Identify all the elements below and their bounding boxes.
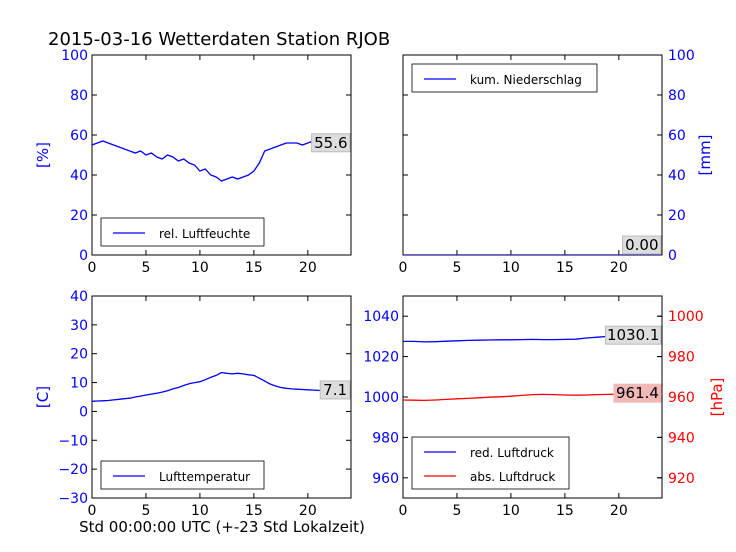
temperature-legend (100, 460, 265, 490)
pressure-xtick-label: 10 (502, 503, 520, 519)
precipitation-xtick-label: 5 (452, 260, 461, 276)
pressure-ytick-label-right: 920 (668, 471, 695, 487)
precipitation-legend-label: kum. Niederschlag (470, 73, 582, 87)
pressure-legend (411, 436, 570, 490)
pressure-ylabel-right: [hPa] (708, 378, 726, 417)
pressure-last-value-label: 1030.1 (607, 326, 660, 344)
pressure-last-value-box (613, 383, 662, 403)
figure-xlabel: Std 00:00:00 UTC (+-23 Std Lokalzeit) (79, 518, 365, 536)
humidity-xtick-label: 0 (88, 260, 97, 276)
temperature-ytick-label: 30 (70, 318, 88, 334)
temperature-plot-frame (91, 295, 352, 499)
pressure-ytick-label: 1040 (363, 309, 399, 325)
pressure-ytick-label-right: 980 (668, 350, 695, 366)
humidity-ytick-label: 20 (70, 208, 88, 224)
temperature-last-value-box (319, 380, 351, 400)
pressure-ytick-label: 960 (372, 471, 399, 487)
pressure-ytick-label-right: 960 (668, 390, 695, 406)
humidity-last-value-label: 55.6 (314, 134, 347, 152)
humidity-xtick-label: 15 (245, 260, 263, 276)
precipitation-ytick-label-right: 60 (668, 128, 686, 144)
precipitation-ylabel: [mm] (696, 135, 714, 176)
pressure-legend-label: abs. Luftdruck (470, 470, 555, 484)
humidity-series-line-0 (92, 140, 346, 182)
humidity-ytick-label: 60 (70, 128, 88, 144)
pressure-ytick-label: 1000 (363, 390, 399, 406)
humidity-ytick-label: 80 (70, 88, 88, 104)
humidity-ytick-label: 0 (79, 248, 88, 264)
pressure-xtick-label: 0 (399, 503, 408, 519)
temperature-xtick-label: 5 (141, 503, 150, 519)
temperature-series-line-0 (92, 371, 346, 402)
precipitation-ytick-label-right: 100 (668, 48, 695, 64)
pressure-xtick-label: 20 (610, 503, 628, 519)
pressure-ytick-label: 980 (372, 430, 399, 446)
pressure-ytick-label: 1020 (363, 350, 399, 366)
precipitation-last-value-box (622, 235, 662, 255)
pressure-last-value-box (604, 325, 662, 345)
pressure-xtick-label: 15 (556, 503, 574, 519)
humidity-xtick-label: 20 (299, 260, 317, 276)
humidity-plot-frame (91, 54, 352, 256)
precipitation-xtick-label: 10 (502, 260, 520, 276)
temperature-xtick-label: 15 (245, 503, 263, 519)
temperature-legend-label: Lufttemperatur (159, 470, 250, 484)
pressure-ytick-label-right: 940 (668, 430, 695, 446)
precipitation-xtick-label: 0 (399, 260, 408, 276)
temperature-panel: 0 5 10 15 20 −30 −20 −10 0 10 20 30 40 [C] 7.1 Lufttemp… (34, 289, 352, 519)
temperature-ytick-label: −20 (58, 462, 88, 478)
pressure-last-value-label: 961.4 (616, 384, 659, 402)
precipitation-xtick-label: 15 (556, 260, 574, 276)
temperature-last-value-label: 7.1 (323, 381, 347, 399)
temperature-ytick-label: 10 (70, 376, 88, 392)
precipitation-ytick-label-right: 80 (668, 88, 686, 104)
humidity-panel: 0 5 10 15 20 0 20 40 60 80 100 [%] 55.6 rel. Luftfeuc… (34, 48, 352, 276)
temperature-xtick-label: 10 (191, 503, 209, 519)
temperature-xtick-label: 20 (299, 503, 317, 519)
precipitation-ytick-label-right: 20 (668, 208, 686, 224)
temperature-xtick-label: 0 (88, 503, 97, 519)
humidity-legend (100, 217, 265, 247)
humidity-ylabel: [%] (34, 142, 52, 168)
precipitation-last-value-label: 0.00 (625, 236, 658, 254)
temperature-ytick-label: 40 (70, 289, 88, 305)
temperature-ytick-label: −30 (58, 491, 88, 507)
temperature-ytick-label: 0 (79, 404, 88, 420)
figure-title: 2015-03-16 Wetterdaten Station RJOB (48, 29, 390, 50)
humidity-xtick-label: 10 (191, 260, 209, 276)
precipitation-xtick-label: 20 (610, 260, 628, 276)
humidity-xtick-label: 5 (141, 260, 150, 276)
precipitation-legend (411, 63, 598, 93)
pressure-xtick-label: 5 (452, 503, 461, 519)
temperature-ytick-label: 20 (70, 347, 88, 363)
pressure-ytick-label-right: 1000 (668, 309, 704, 325)
humidity-ytick-label: 40 (70, 168, 88, 184)
humidity-legend-label: rel. Luftfeuchte (159, 227, 250, 241)
precipitation-ytick-label-right: 40 (668, 168, 686, 184)
precipitation-ytick-label-right: 0 (668, 248, 677, 264)
temperature-ytick-label: −10 (58, 433, 88, 449)
humidity-last-value-box (311, 133, 351, 153)
precipitation-panel: 0 5 10 15 20 0 20 40 60 80 100 [mm] 0.00 kum. Nieders… (399, 48, 714, 276)
temperature-ylabel: [C] (34, 386, 52, 408)
pressure-panel: 0 5 10 15 20 960 980 1000 1020 1040 920 940 960 980 10… (363, 295, 726, 519)
humidity-ytick-label: 100 (61, 48, 88, 64)
pressure-legend-label: red. Luftdruck (470, 446, 554, 460)
